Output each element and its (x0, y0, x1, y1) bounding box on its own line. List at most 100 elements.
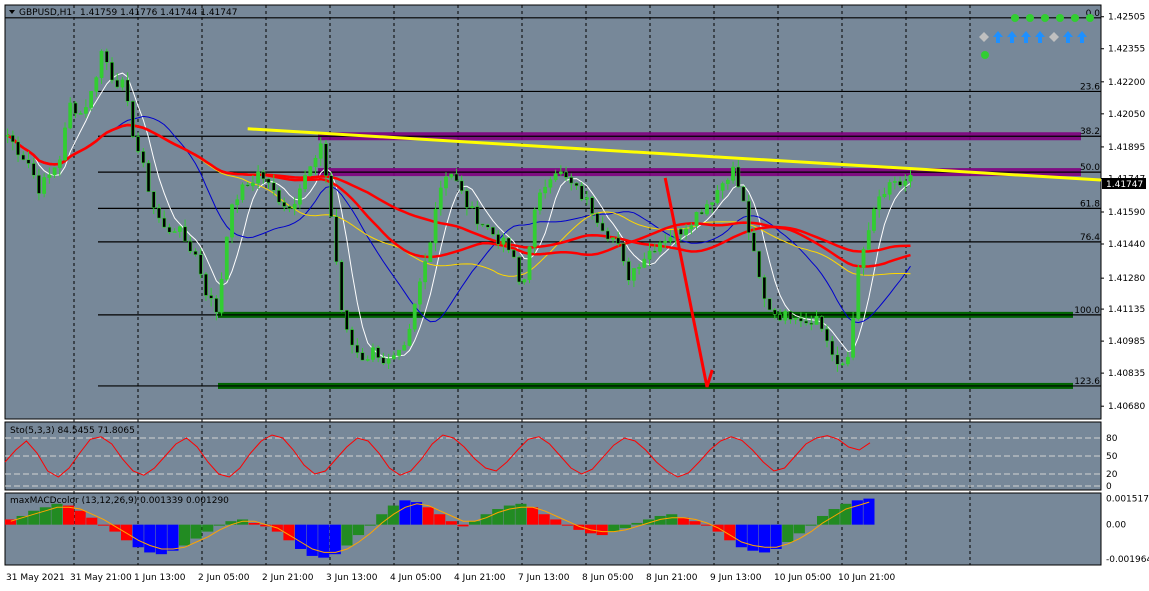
signal-dot-icon (1056, 14, 1064, 22)
candle-body (778, 314, 782, 321)
candle-body (355, 344, 360, 353)
macd-bar (248, 522, 260, 525)
x-tick-label: 8 Jun 05:00 (582, 573, 634, 583)
candle-body (840, 363, 845, 366)
candle-body (297, 188, 302, 205)
candle-body (198, 254, 203, 275)
candle-body (428, 242, 433, 263)
macd-bar (561, 524, 573, 526)
macd-bar (434, 514, 446, 525)
candle-body (162, 217, 167, 228)
x-tick-label: 1 Jun 13:00 (134, 573, 186, 583)
collapse-triangle-icon[interactable] (9, 10, 15, 14)
y-tick-label: 1.41895 (1108, 143, 1145, 153)
candle-body (418, 281, 422, 305)
y-tick-label: 1.42050 (1108, 110, 1145, 120)
candle-body (449, 173, 454, 178)
macd-bar (97, 524, 109, 526)
candle-body (600, 222, 605, 232)
sto-main-line (4, 434, 871, 478)
candle-body (668, 237, 673, 242)
candle-body (819, 316, 824, 330)
candle-body (652, 250, 657, 253)
candle-body (793, 318, 798, 320)
macd-bar (422, 507, 434, 525)
candle-body (391, 355, 396, 360)
candle-body (647, 250, 652, 260)
macd-bar (121, 524, 133, 541)
candle-body (480, 223, 485, 226)
candle-body (731, 166, 735, 181)
candle-body (26, 159, 31, 164)
main-pane[interactable] (4, 4, 1102, 420)
symbol-label: GBPUSD,H1 (19, 8, 72, 18)
candle-body (292, 203, 297, 210)
macd-bar (527, 507, 539, 525)
candle-body (830, 340, 835, 356)
macd-bar (179, 524, 191, 546)
candle-body (350, 329, 354, 346)
price-axis: 1.42505 1.42355 1.42200 1.42050 1.41895 1.417… (1101, 13, 1145, 412)
macd-bar (503, 505, 515, 525)
trend-line (247, 127, 1102, 182)
candle-body (809, 322, 814, 325)
candle-body (705, 204, 709, 215)
candle-body (219, 278, 224, 313)
candle-body (459, 180, 464, 192)
macd-bar (295, 524, 307, 549)
macd-bar (492, 509, 504, 525)
macd-bar (329, 524, 341, 555)
candle-body (303, 175, 307, 190)
sto-level-label: 20 (1106, 470, 1118, 480)
fib-label: 100.0 (1074, 306, 1100, 316)
candle-body (663, 240, 668, 244)
candle-body (845, 356, 850, 365)
macd-bar (86, 517, 98, 525)
candle-body (485, 224, 490, 228)
candle-body (68, 102, 73, 129)
candle-body (78, 113, 83, 115)
candle-body (177, 226, 182, 232)
macd-bar (619, 524, 631, 529)
candle-body (861, 249, 866, 268)
candle-body (752, 232, 756, 252)
candle-body (564, 171, 568, 178)
macd-bar (399, 500, 411, 525)
candle-body (887, 182, 892, 195)
candle-body (344, 309, 349, 330)
candle-body (522, 279, 527, 283)
candle-body (141, 151, 146, 164)
candle-body (788, 311, 793, 320)
candle-body (251, 182, 255, 187)
candle-body (757, 250, 762, 278)
candle-body (872, 209, 876, 231)
candle-body (851, 318, 855, 358)
candle-body (590, 197, 595, 214)
x-tick-label: 8 Jun 21:00 (646, 573, 698, 583)
candle-body (16, 141, 20, 156)
overlays-layer (247, 127, 1102, 388)
candle-body (658, 242, 662, 252)
candle-body (204, 273, 208, 296)
candle-body (31, 163, 36, 176)
macd-bar (840, 503, 852, 525)
candle-body (903, 180, 908, 186)
macd-bar (5, 519, 17, 525)
candle-body (209, 295, 214, 299)
current-price-badge (1102, 178, 1146, 189)
candle-body (438, 187, 443, 210)
y-tick-label: 1.42355 (1108, 45, 1145, 55)
candle-body (470, 206, 475, 208)
candle-body (720, 183, 725, 191)
candle-body (799, 318, 803, 322)
candle-body (365, 359, 370, 361)
x-tick-label: 2 Jun 05:00 (198, 573, 250, 583)
x-tick-label: 7 Jun 13:00 (518, 573, 570, 583)
macd-bar (666, 514, 678, 525)
candle-body (689, 225, 694, 230)
macd-bar (608, 524, 620, 532)
candle-body (99, 50, 104, 78)
macd-bar (306, 524, 318, 556)
fib-label: 0.0 (1086, 9, 1101, 19)
